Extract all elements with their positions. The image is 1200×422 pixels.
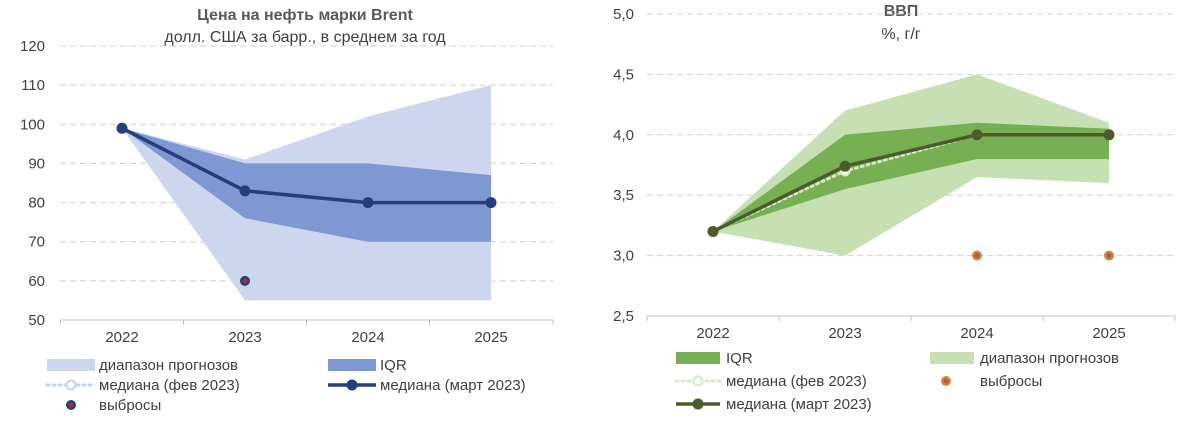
chart1-subtitle: долл. США за барр., в среднем за год (164, 29, 446, 46)
chart1-x-tick-label: 2022 (105, 329, 138, 346)
chart1-median-point (116, 122, 128, 134)
chart1-x-tick-label: 2024 (351, 329, 384, 346)
chart1-y-tick-label: 60 (28, 273, 45, 290)
chart2-x-tick-label: 2023 (828, 325, 861, 342)
chart2-legend-label: IQR (726, 350, 753, 367)
chart2-x-tick-label: 2022 (696, 325, 729, 342)
chart2-y-tick-label: 4,5 (613, 66, 634, 83)
chart1-y-tick-label: 80 (28, 195, 45, 212)
chart1-median-point (485, 197, 497, 209)
chart1-x-tick-label: 2025 (474, 329, 507, 346)
chart2-subtitle: %, г/г (881, 26, 920, 43)
chart1-legend-marker-core (68, 402, 74, 408)
chart2-legend-marker (692, 398, 704, 410)
chart1-legend-marker (346, 379, 358, 391)
chart2-legend-swatch (930, 352, 974, 364)
chart1-median-point (362, 197, 374, 209)
chart1-y-tick-label: 110 (21, 77, 45, 94)
chart2-x-tick-label: 2024 (960, 325, 993, 342)
chart2-median-point (1103, 129, 1115, 141)
chart2-title: ВВП (884, 3, 919, 20)
chart1-legend-label: медиана (март 2023) (380, 377, 526, 394)
chart1-y-tick-label: 90 (28, 155, 45, 172)
chart2-y-tick-label: 5,0 (613, 6, 634, 23)
chart2-median-point (839, 160, 851, 172)
chart1-legend-marker (65, 379, 77, 391)
chart1-y-tick-label: 50 (28, 312, 45, 329)
chart2-legend-swatch (676, 352, 720, 364)
chart2-median-line (712, 133, 1109, 234)
chart2-legend-marker-core (943, 378, 949, 384)
chart1-legend-label: медиана (фев 2023) (99, 377, 240, 394)
chart1-title: Цена на нефть марки Brent (197, 7, 413, 24)
chart1-legend-label: диапазон прогнозов (99, 357, 238, 374)
chart2-legend-label: диапазон прогнозов (980, 350, 1119, 367)
chart1-legend-label: выбросы (99, 397, 161, 414)
chart1-y-tick-label: 100 (20, 116, 45, 133)
chart2-y-tick-label: 3,5 (613, 187, 634, 204)
chart2-y-tick-label: 3,0 (613, 248, 634, 265)
chart2-legend-marker (692, 375, 704, 387)
chart2-y-tick-label: 4,0 (613, 127, 634, 144)
chart1-legend-label: IQR (380, 357, 407, 374)
chart2-y-tick-label: 2,5 (613, 308, 634, 325)
chart2-legend-label: медиана (фев 2023) (726, 373, 867, 390)
chart1-median-point (239, 185, 251, 197)
chart2-iqr-band (713, 122, 1109, 232)
chart1-legend-swatch (47, 359, 95, 371)
chart1-median-line (121, 126, 491, 205)
chart2-median-point (707, 225, 719, 237)
chart2-legend-label: выбросы (980, 373, 1042, 390)
chart1-iqr-band (122, 128, 491, 242)
chart1-y-tick-label: 70 (28, 234, 45, 251)
chart1-x-tick-label: 2023 (228, 329, 261, 346)
chart1-legend-swatch (328, 359, 376, 371)
chart1-outlier-point-core (242, 278, 248, 284)
chart2-outlier-point-core (974, 253, 980, 259)
chart2-legend-label: медиана (март 2023) (726, 396, 872, 413)
chart2-x-tick-label: 2025 (1092, 325, 1125, 342)
chart1-y-tick-label: 120 (20, 38, 45, 55)
chart2-outlier-point-core (1106, 253, 1112, 259)
chart2-median-point (971, 129, 983, 141)
